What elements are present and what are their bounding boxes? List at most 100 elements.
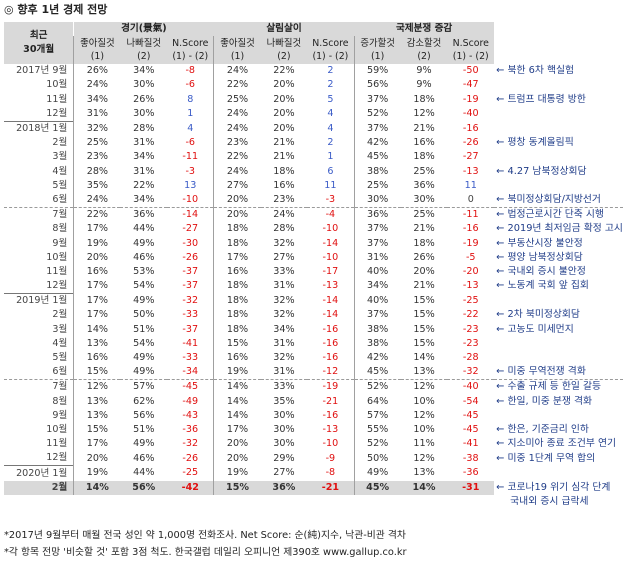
percent-cell: 13% — [73, 408, 121, 423]
percent-cell: 23% — [73, 150, 121, 165]
percent-cell: 30% — [273, 438, 295, 450]
net-score-cell: -6 — [185, 137, 196, 149]
row-label: 8월 — [52, 395, 68, 407]
net-score-cell: -37 — [182, 323, 199, 335]
percent-cell: 23% — [273, 193, 295, 205]
net-score-cell: 8 — [187, 93, 194, 105]
percent-cell: 24% — [213, 64, 261, 79]
row-label: 4월 — [52, 165, 68, 177]
row-label: 3월 — [52, 323, 68, 335]
net-score-cell: 1 — [327, 151, 334, 163]
row-label: 6월 — [52, 366, 68, 378]
row-label: 3월 — [52, 151, 68, 163]
percent-cell: 38% — [353, 322, 401, 337]
net-score-cell: -45 — [462, 423, 479, 435]
percent-cell: 34% — [353, 279, 401, 294]
row-label: 2월 — [52, 137, 68, 149]
percent-cell: 15% — [413, 309, 435, 321]
percent-cell: 25% — [213, 92, 261, 107]
percent-cell: 22% — [213, 150, 261, 165]
net-score-cell: 6 — [327, 165, 334, 177]
event-note-text: 코로나19 위기 심각 단계 — [507, 481, 611, 493]
percent-cell: 20% — [273, 93, 295, 105]
percent-cell: 14% — [413, 352, 435, 364]
percent-cell: 19% — [213, 465, 261, 481]
table-row: 12월 17% 54% -37 18% 31% -13 34% 21% -13 ← 노동계 국회 앞… — [4, 279, 623, 294]
percent-cell: 53% — [133, 265, 155, 277]
arrow-icon: ← — [496, 93, 508, 105]
percent-cell: 18% — [213, 236, 261, 251]
net-score-cell: -10 — [182, 193, 199, 205]
net-score-cell: -30 — [182, 237, 199, 249]
percent-cell: 29% — [273, 452, 295, 464]
table-row: 4월 28% 31% -3 24% 18% 6 38% 25% -13 ← 4.27 남북정상회담 — [4, 164, 623, 179]
percent-cell: 15% — [73, 422, 121, 438]
column-header: N.Score (1) - (2) — [307, 36, 355, 65]
row-label: 12월 — [46, 280, 68, 292]
percent-cell: 18% — [413, 93, 435, 105]
net-score-cell: -14 — [322, 309, 339, 321]
percent-cell: 24% — [73, 78, 121, 93]
percent-cell: 50% — [353, 451, 401, 466]
event-note: ← 2019년 최저임금 확정 고시 — [494, 222, 623, 236]
net-score-cell: -16 — [322, 337, 339, 349]
percent-cell: 42% — [353, 136, 401, 151]
event-note-text: 미중 1단계 무역 합의 — [507, 452, 596, 464]
percent-cell: 25% — [73, 136, 121, 151]
percent-cell: 15% — [73, 365, 121, 380]
percent-cell: 20% — [213, 192, 261, 208]
table-row: 3월 14% 51% -37 18% 34% -16 38% 15% -23 ← 고농도 미세먼지 — [4, 322, 623, 337]
event-note: ← 한일, 미중 분쟁 격화 — [494, 395, 623, 409]
percent-cell: 35% — [73, 178, 121, 193]
percent-cell: 18% — [413, 237, 435, 249]
net-score-cell: -4 — [307, 207, 355, 223]
event-note: ← 미중 1단계 무역 합의 — [494, 451, 623, 466]
table-row: 7월 12% 57% -45 14% 33% -19 52% 12% -40 ← 수출 규제 등 한… — [4, 379, 623, 395]
arrow-icon: ← — [496, 481, 508, 493]
net-score-cell: -32 — [182, 295, 199, 307]
net-score-cell: -36 — [462, 467, 479, 479]
arrow-icon: ← — [496, 193, 508, 205]
net-score-cell: -38 — [462, 452, 479, 464]
row-label: 9월 — [52, 237, 68, 249]
percent-cell: 28% — [73, 164, 121, 179]
net-score-cell: -25 — [182, 467, 199, 479]
percent-cell: 21% — [413, 280, 435, 292]
net-score-cell: 2 — [327, 65, 334, 77]
percent-cell: 30% — [273, 409, 295, 421]
net-score-cell: -16 — [462, 223, 479, 235]
percent-cell: 40% — [353, 264, 401, 279]
percent-cell: 56% — [133, 409, 155, 421]
percent-cell: 31% — [273, 366, 295, 378]
percent-cell: 13% — [73, 336, 121, 351]
net-score-cell: -45 — [167, 379, 214, 395]
percent-cell: 24% — [213, 164, 261, 179]
percent-cell: 18% — [213, 308, 261, 323]
arrow-icon: ← — [496, 165, 508, 177]
event-note: ← 2차 북미정상회담 — [494, 308, 623, 322]
net-score-cell: -11 — [447, 207, 495, 223]
percent-cell: 24% — [73, 192, 121, 208]
percent-cell: 17% — [73, 293, 121, 309]
table-row: 5월 16% 49% -33 16% 32% -16 42% 14% -28 — [4, 350, 623, 366]
column-header: 나빠질것 (2) — [120, 36, 168, 65]
corner-header: 최근 30개월 — [4, 22, 74, 65]
net-score-cell: -19 — [307, 379, 355, 395]
percent-cell: 19% — [213, 365, 261, 380]
column-header: N.Score (1) - (2) — [167, 36, 214, 65]
event-note-text: 4.27 남북정상회담 — [507, 165, 587, 177]
arrow-icon: ← — [496, 280, 508, 292]
net-score-cell: -13 — [462, 165, 479, 177]
row-label: 7월 — [4, 207, 74, 223]
percent-cell: 38% — [353, 164, 401, 179]
empty-cell — [447, 495, 494, 509]
percent-cell: 46% — [133, 251, 155, 263]
arrow-icon: ← — [496, 237, 508, 249]
percent-cell: 49% — [353, 465, 401, 481]
percent-cell: 15% — [213, 336, 261, 351]
net-score-cell: 4 — [327, 108, 334, 120]
event-note: ← 지소미아 종료 조건부 연기 — [494, 437, 623, 451]
net-score-cell: -19 — [462, 237, 479, 249]
empty-cell — [214, 495, 261, 509]
percent-cell: 31% — [273, 337, 295, 349]
